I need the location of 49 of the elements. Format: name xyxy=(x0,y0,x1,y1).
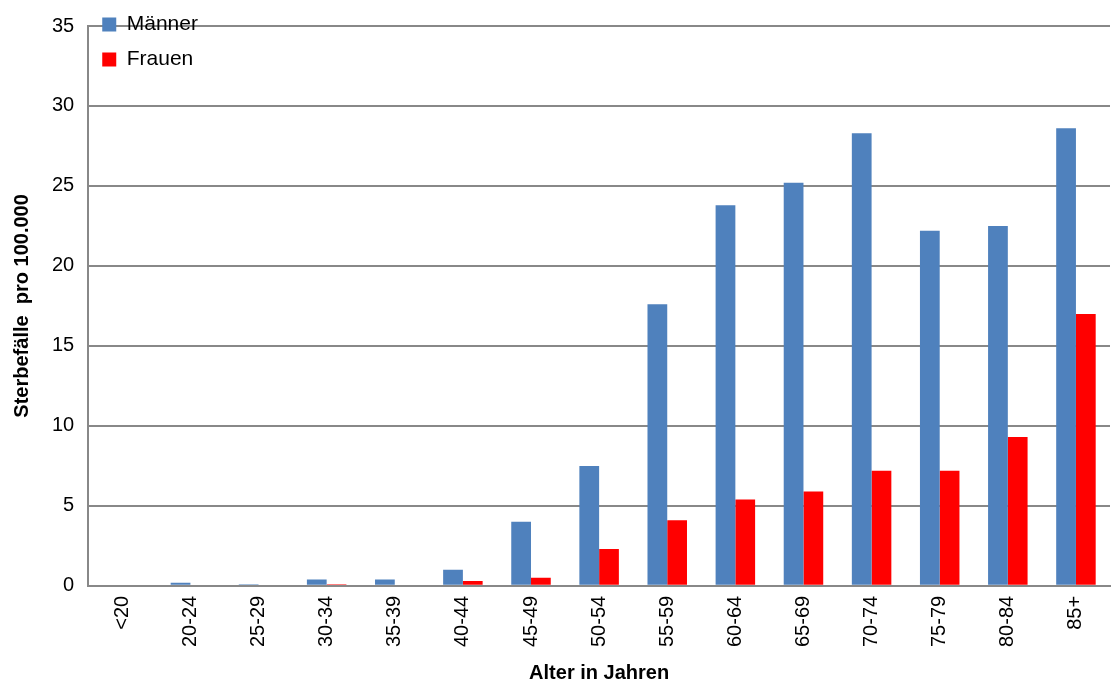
bar xyxy=(871,470,892,585)
x-tick-label: 35-39 xyxy=(382,595,405,647)
legend-label: Männer xyxy=(126,11,198,35)
y-tick-label: 0 xyxy=(63,573,75,596)
y-tick-label: 25 xyxy=(52,173,75,196)
x-tick-label: <20 xyxy=(109,595,132,630)
y-tick-label: 30 xyxy=(52,93,75,116)
bar xyxy=(939,470,960,585)
y-tick-label: 15 xyxy=(52,333,75,356)
x-tick-label: 30-34 xyxy=(314,595,337,647)
bar xyxy=(667,520,687,585)
x-axis-title: Alter in Jahren xyxy=(529,660,670,683)
bar xyxy=(443,569,463,585)
bar xyxy=(735,499,756,585)
bar xyxy=(919,230,940,585)
y-tick-label: 35 xyxy=(52,13,75,36)
x-tick-label: 20-24 xyxy=(177,595,200,647)
x-tick-label: 80-84 xyxy=(995,595,1018,647)
legend-label: Frauen xyxy=(126,46,194,70)
x-tick-label: 40-44 xyxy=(450,595,473,647)
bar xyxy=(306,579,327,585)
x-tick-label: 55-59 xyxy=(654,595,677,647)
bar xyxy=(1007,437,1028,585)
x-tick-label: 25-29 xyxy=(246,595,269,647)
y-tick-label: 5 xyxy=(63,493,75,516)
x-tick-label: 50-54 xyxy=(586,595,609,647)
x-tick-label: 85+ xyxy=(1063,595,1086,630)
bar xyxy=(715,205,736,585)
bar xyxy=(531,577,551,585)
x-tick-label: 60-64 xyxy=(722,595,745,647)
bar xyxy=(803,491,824,585)
x-tick-label: 45-49 xyxy=(518,595,541,647)
bar xyxy=(1075,313,1096,585)
bar xyxy=(647,304,668,585)
x-tick-label: 75-79 xyxy=(927,595,950,647)
x-tick-label: 70-74 xyxy=(859,595,882,647)
x-tick-label: 65-69 xyxy=(790,595,813,647)
y-axis-title: Sterbefälle pro 100.000 xyxy=(9,194,32,418)
bar xyxy=(1056,128,1076,585)
y-tick-label: 10 xyxy=(52,413,75,436)
bar xyxy=(599,549,619,585)
bar xyxy=(375,579,395,585)
y-tick-label: 20 xyxy=(52,253,75,276)
bar xyxy=(462,581,483,585)
bar xyxy=(851,133,872,585)
bar xyxy=(783,182,804,585)
bar xyxy=(511,521,532,585)
bar xyxy=(579,465,600,585)
bar xyxy=(988,225,1008,585)
